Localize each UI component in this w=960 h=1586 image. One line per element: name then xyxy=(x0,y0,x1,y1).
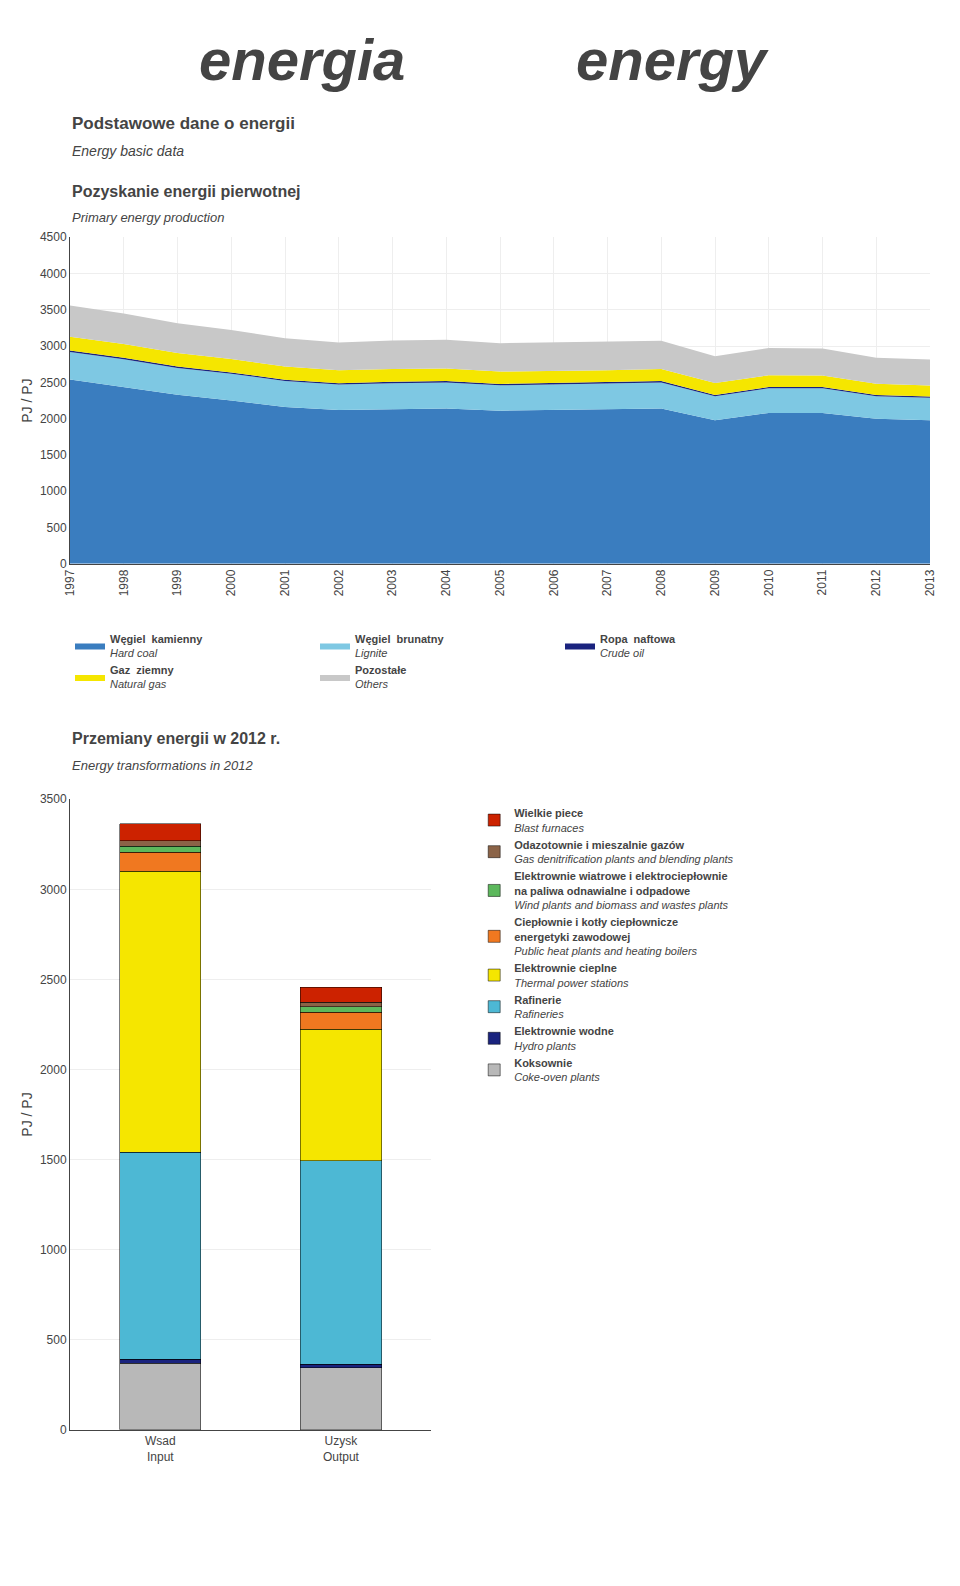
svg-text:PozostałeOthers: PozostałeOthers xyxy=(355,664,406,690)
svg-text:500: 500 xyxy=(47,1333,67,1347)
svg-text:Węgiel kamiennyHard coal: Węgiel kamiennyHard coal xyxy=(110,633,203,659)
svg-text:1997: 1997 xyxy=(63,569,77,596)
svg-text:2004: 2004 xyxy=(439,569,453,596)
svg-text:Ropa naftowaCrude oil: Ropa naftowaCrude oil xyxy=(600,633,676,659)
svg-text:2002: 2002 xyxy=(332,569,346,596)
svg-text:2006: 2006 xyxy=(547,569,561,596)
svg-text:Energy basic data: Energy basic data xyxy=(72,143,184,159)
svg-text:3500: 3500 xyxy=(40,303,67,317)
svg-text:Primary energy production: Primary energy production xyxy=(72,210,224,225)
svg-text:2005: 2005 xyxy=(493,569,507,596)
svg-text:0: 0 xyxy=(60,1423,67,1437)
svg-text:4000: 4000 xyxy=(40,267,67,281)
svg-text:4500: 4500 xyxy=(40,230,67,244)
svg-text:Odazotownie i mieszalnie gazów: Odazotownie i mieszalnie gazówGas denitr… xyxy=(514,839,733,865)
svg-text:3500: 3500 xyxy=(40,792,67,806)
svg-text:2008: 2008 xyxy=(654,569,668,596)
svg-text:2000: 2000 xyxy=(40,1063,67,1077)
svg-text:Węgiel brunatnyLignite: Węgiel brunatnyLignite xyxy=(355,633,445,659)
svg-text:KoksownieCoke-oven plants: KoksownieCoke-oven plants xyxy=(514,1057,600,1083)
svg-text:UzyskOutput: UzyskOutput xyxy=(323,1434,360,1464)
svg-text:Ciepłownie i kotły ciepłownicz: Ciepłownie i kotły ciepłowniczeenergetyk… xyxy=(514,916,697,957)
svg-text:Elektrownie wiatrowe i elektro: Elektrownie wiatrowe i elektrociepłownie… xyxy=(514,870,728,911)
svg-text:Wielkie pieceBlast furnaces: Wielkie pieceBlast furnaces xyxy=(514,807,584,833)
svg-text:Podstawowe dane o energii: Podstawowe dane o energii xyxy=(72,114,295,133)
svg-text:2011: 2011 xyxy=(815,569,829,595)
svg-text:energia: energia xyxy=(199,27,405,92)
svg-text:2500: 2500 xyxy=(40,376,67,390)
svg-text:2003: 2003 xyxy=(385,569,399,596)
svg-text:1999: 1999 xyxy=(170,569,184,596)
svg-text:2000: 2000 xyxy=(224,569,238,596)
svg-text:2009: 2009 xyxy=(708,569,722,596)
svg-text:2010: 2010 xyxy=(762,569,776,596)
svg-text:2007: 2007 xyxy=(600,569,614,596)
svg-text:Przemiany energii w 2012 r.: Przemiany energii w 2012 r. xyxy=(72,730,280,747)
svg-text:Gaz ziemnyNatural gas: Gaz ziemnyNatural gas xyxy=(110,664,174,690)
svg-text:WsadInput: WsadInput xyxy=(145,1434,176,1464)
svg-text:1500: 1500 xyxy=(40,448,67,462)
svg-text:2012: 2012 xyxy=(869,569,883,596)
svg-text:Elektrownie wodneHydro plants: Elektrownie wodneHydro plants xyxy=(514,1025,614,1051)
svg-text:Energy transformations in 2012: Energy transformations in 2012 xyxy=(72,758,253,773)
svg-text:1000: 1000 xyxy=(40,484,67,498)
svg-text:2013: 2013 xyxy=(923,569,937,596)
svg-text:PJ / PJ: PJ / PJ xyxy=(19,378,35,422)
svg-text:500: 500 xyxy=(47,521,67,535)
svg-text:1500: 1500 xyxy=(40,1153,67,1167)
svg-text:1000: 1000 xyxy=(40,1243,67,1257)
svg-text:2500: 2500 xyxy=(40,973,67,987)
svg-text:3000: 3000 xyxy=(40,883,67,897)
svg-text:Pozyskanie energii pierwotnej: Pozyskanie energii pierwotnej xyxy=(72,183,301,200)
svg-text:PJ / PJ: PJ / PJ xyxy=(19,1092,35,1136)
svg-text:2001: 2001 xyxy=(278,569,292,596)
svg-text:2000: 2000 xyxy=(40,412,67,426)
svg-text:Elektrownie cieplneThermal pow: Elektrownie cieplneThermal power station… xyxy=(514,962,629,988)
svg-text:0: 0 xyxy=(60,557,67,571)
svg-text:energy: energy xyxy=(576,27,769,92)
svg-text:1998: 1998 xyxy=(117,569,131,596)
svg-text:3000: 3000 xyxy=(40,339,67,353)
svg-text:RafinerieRafineries: RafinerieRafineries xyxy=(514,994,564,1020)
